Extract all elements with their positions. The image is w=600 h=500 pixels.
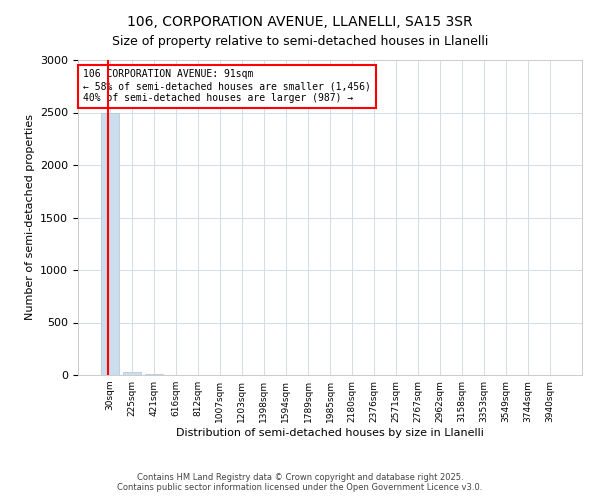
X-axis label: Distribution of semi-detached houses by size in Llanelli: Distribution of semi-detached houses by … <box>176 428 484 438</box>
Bar <box>145 374 163 375</box>
Y-axis label: Number of semi-detached properties: Number of semi-detached properties <box>25 114 35 320</box>
Bar <box>123 372 140 375</box>
Text: 106, CORPORATION AVENUE, LLANELLI, SA15 3SR: 106, CORPORATION AVENUE, LLANELLI, SA15 … <box>127 15 473 29</box>
Text: Contains HM Land Registry data © Crown copyright and database right 2025.
Contai: Contains HM Land Registry data © Crown c… <box>118 473 482 492</box>
Text: 106 CORPORATION AVENUE: 91sqm
← 58% of semi-detached houses are smaller (1,456)
: 106 CORPORATION AVENUE: 91sqm ← 58% of s… <box>83 70 371 102</box>
Text: Size of property relative to semi-detached houses in Llanelli: Size of property relative to semi-detach… <box>112 35 488 48</box>
Bar <box>101 112 119 375</box>
